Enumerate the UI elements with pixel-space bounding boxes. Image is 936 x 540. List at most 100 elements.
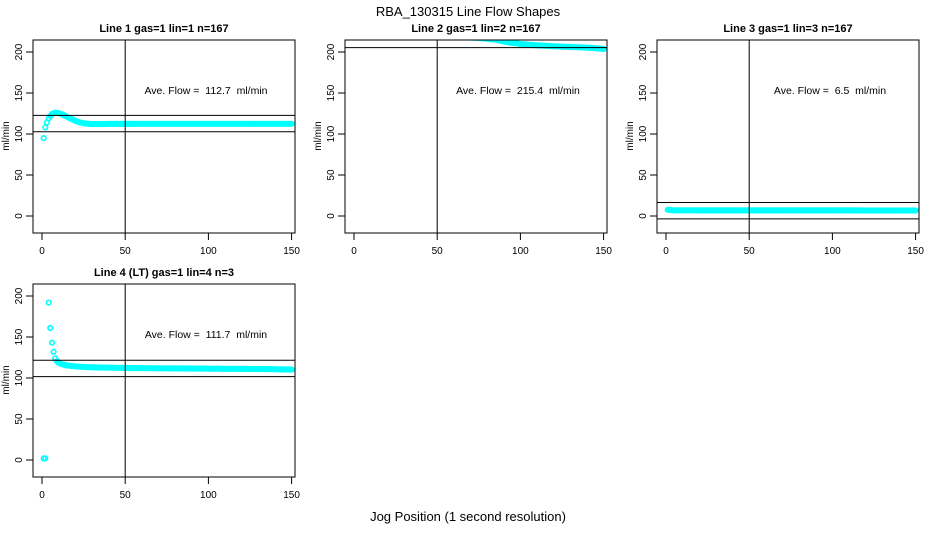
y-tick-label: 50	[638, 169, 649, 181]
data-point	[468, 40, 473, 41]
y-tick-label: 150	[326, 84, 337, 101]
y-axis: 0 50 100 150 200	[14, 287, 33, 463]
data-point	[358, 34, 363, 39]
y-tick-label: 100	[638, 125, 649, 142]
x-tick-label: 100	[824, 246, 841, 257]
data-point	[435, 35, 440, 40]
data-point	[418, 34, 423, 39]
y-tick-label: 200	[326, 43, 337, 60]
data-point	[362, 34, 367, 39]
data-point	[412, 34, 417, 39]
data-point	[395, 34, 400, 39]
data-point	[402, 34, 407, 39]
ave-flow-annotation: Ave. Flow = 215.4 ml/min	[456, 85, 580, 97]
data-point	[440, 35, 445, 40]
x-tick-label: 100	[200, 490, 217, 501]
x-tick-label: 100	[512, 246, 529, 257]
panel-line-2: Line 2 gas=1 lin=2 n=167 0 50 100 150 0 50 100 1…	[312, 18, 624, 266]
data-point	[48, 339, 56, 346]
data-point	[370, 34, 375, 39]
data-point	[433, 35, 438, 40]
plot-box	[344, 39, 608, 234]
data-point	[382, 34, 387, 39]
data-point	[42, 124, 49, 131]
data-point	[410, 34, 415, 39]
data-point	[383, 34, 388, 39]
data-series	[40, 109, 295, 142]
y-tick-label: 200	[14, 43, 25, 60]
data-point	[443, 35, 448, 40]
y-tick-label: 200	[14, 287, 25, 304]
ave-flow-annotation: Ave. Flow = 6.5 ml/min	[774, 85, 886, 97]
y-tick-label: 0	[638, 213, 649, 219]
x-tick-label: 50	[432, 246, 444, 257]
y-tick-label: 100	[14, 369, 25, 386]
data-series	[353, 34, 607, 53]
data-point	[452, 35, 457, 40]
y-tick-label: 0	[14, 213, 25, 219]
chart-svg: Line 1 gas=1 lin=1 n=167 0 50 100 150 0 50 100 1…	[1, 23, 300, 257]
panel-title: Line 1 gas=1 lin=1 n=167	[99, 23, 228, 35]
data-point	[353, 34, 358, 39]
x-axis: 0 50 100 150	[39, 233, 300, 257]
x-tick-label: 0	[663, 246, 669, 257]
data-point	[462, 40, 466, 41]
data-point	[47, 324, 54, 332]
reference-lines	[33, 284, 295, 477]
data-point	[403, 34, 408, 39]
data-point	[365, 34, 370, 39]
y-axis-title: ml/min	[1, 365, 12, 394]
data-point	[392, 34, 397, 39]
y-tick-label: 50	[14, 169, 25, 181]
shared-x-axis-label: Jog Position (1 second resolution)	[370, 509, 566, 524]
data-series	[40, 299, 295, 462]
y-tick-label: 50	[326, 169, 337, 181]
data-point	[600, 45, 607, 53]
data-point	[405, 34, 410, 39]
x-axis: 0 50 100 150	[663, 233, 924, 257]
data-point	[471, 40, 476, 41]
data-point	[368, 34, 373, 39]
data-point	[438, 35, 443, 40]
panel-line-3: Line 3 gas=1 lin=3 n=167 0 50 100 150 0 50 100 1…	[624, 18, 936, 266]
data-point	[42, 455, 49, 462]
reference-lines	[33, 40, 295, 233]
y-tick-label: 0	[14, 457, 25, 463]
y-axis: 0 50 100 150 200	[326, 43, 345, 219]
y-tick-label: 200	[638, 43, 649, 60]
data-point	[420, 34, 425, 39]
data-point	[372, 34, 377, 39]
data-point	[400, 34, 405, 39]
data-point	[355, 34, 360, 39]
data-point	[387, 34, 392, 39]
data-point	[398, 34, 403, 39]
data-point	[425, 34, 430, 39]
data-point	[380, 34, 385, 39]
data-point	[363, 34, 368, 39]
data-point	[388, 34, 393, 39]
data-point	[450, 35, 455, 40]
data-point	[466, 40, 471, 41]
x-tick-label: 100	[200, 246, 217, 257]
chart-svg: Line 3 gas=1 lin=3 n=167 0 50 100 150 0 50 100 1…	[625, 23, 924, 257]
data-point	[442, 35, 447, 40]
y-tick-label: 150	[638, 84, 649, 101]
x-axis: 0 50 100 150	[39, 477, 300, 501]
data-point	[397, 34, 402, 39]
plot-box	[32, 283, 296, 478]
data-point	[423, 34, 428, 39]
data-point	[390, 34, 395, 39]
x-tick-label: 50	[120, 246, 132, 257]
y-axis-title: ml/min	[625, 121, 636, 150]
figure-title: RBA_130315 Line Flow Shapes	[375, 4, 561, 19]
data-point	[428, 34, 433, 39]
data-point	[360, 34, 365, 39]
x-tick-label: 150	[283, 246, 300, 257]
data-point	[453, 35, 458, 40]
x-tick-label: 0	[351, 246, 357, 257]
data-point	[470, 40, 475, 41]
y-tick-label: 100	[326, 125, 337, 142]
data-point	[385, 34, 390, 39]
y-tick-label: 50	[14, 413, 25, 425]
